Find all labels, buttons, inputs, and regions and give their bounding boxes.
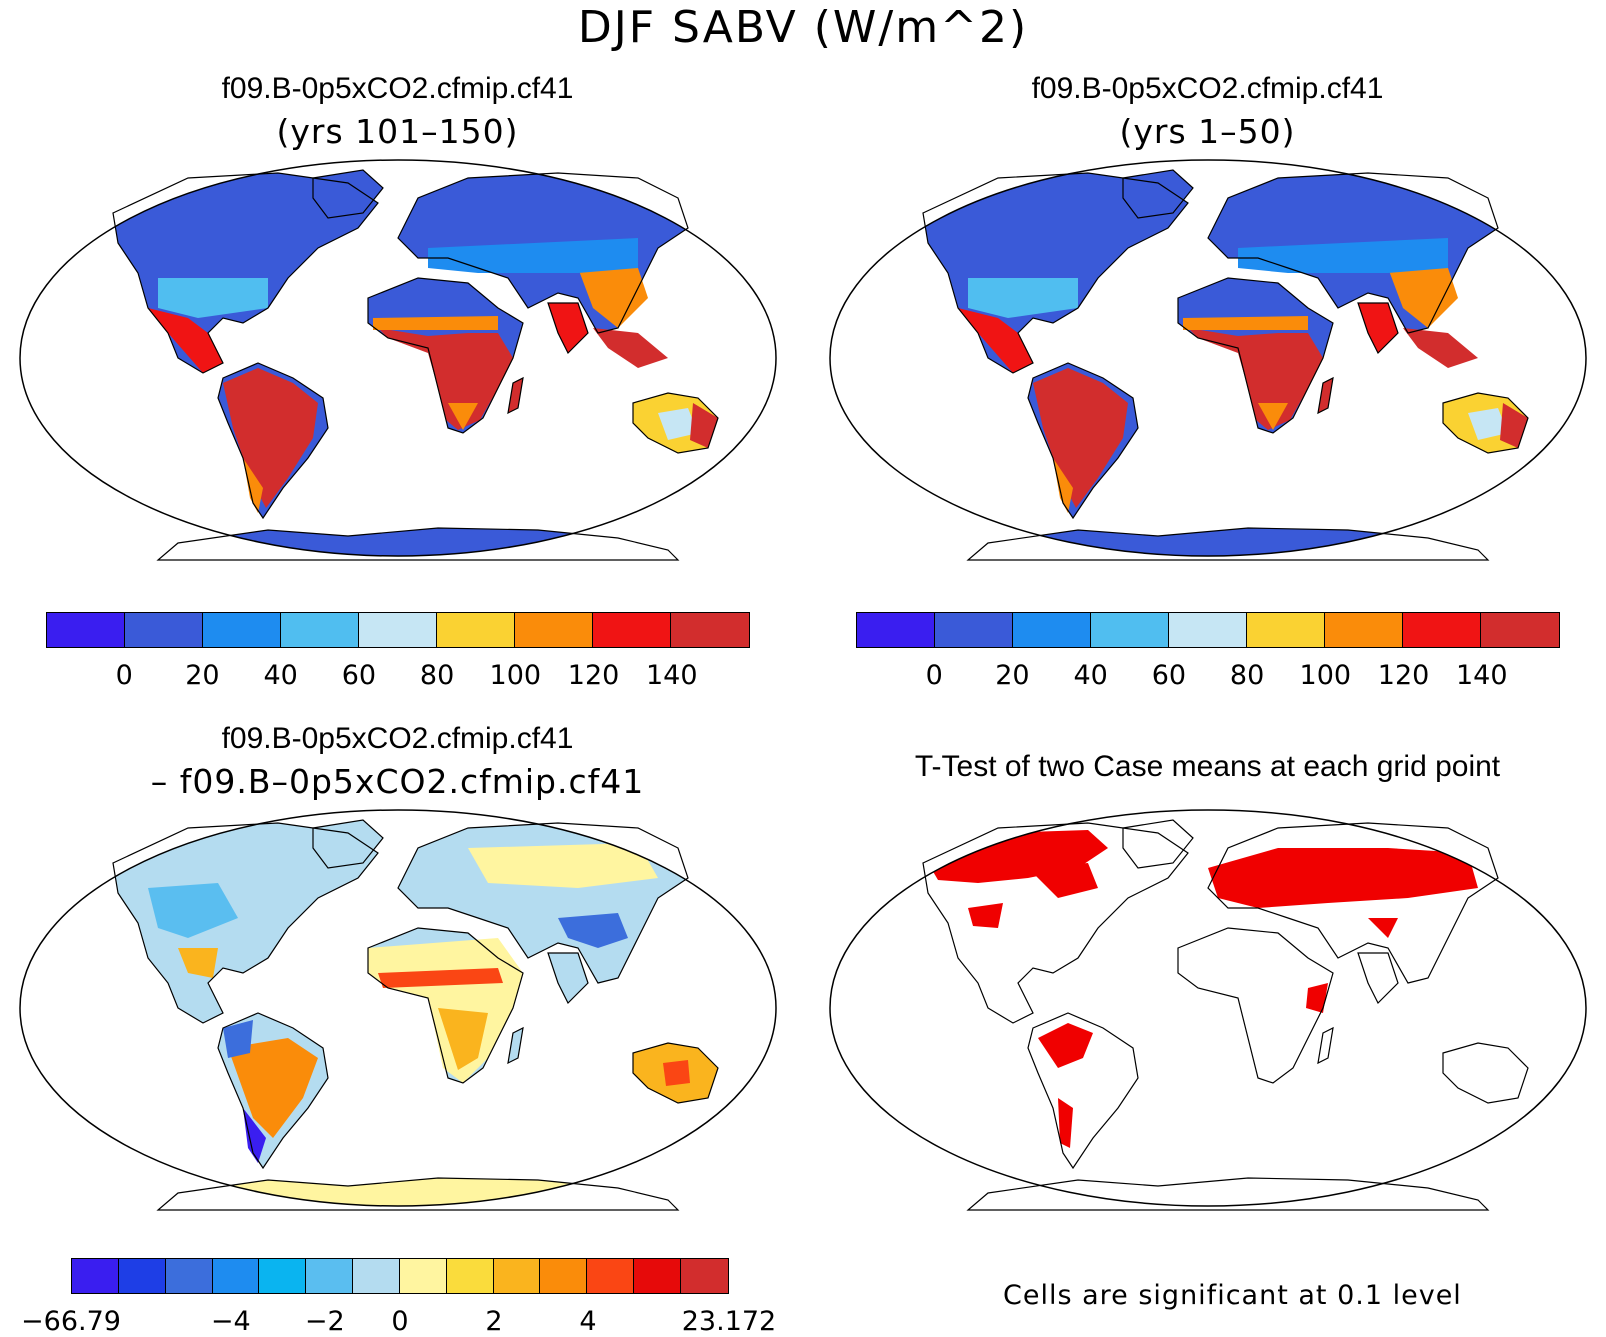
colorbar-swatch bbox=[202, 613, 281, 647]
colorbar-swatch bbox=[934, 613, 1013, 647]
map-panel-3 bbox=[19, 809, 777, 1211]
colorbar-swatch bbox=[436, 613, 515, 647]
colorbar-tick-label: 0 bbox=[925, 660, 943, 691]
colorbar-swatch bbox=[446, 1259, 494, 1293]
colorbar-tick-label: 100 bbox=[1299, 660, 1352, 691]
main-title: DJF SABV (W/m^2) bbox=[577, 2, 1029, 53]
panel-2-subtitle: (yrs 1–50) bbox=[1119, 112, 1296, 151]
colorbar-swatch bbox=[280, 613, 359, 647]
colorbar-swatch bbox=[634, 1259, 681, 1293]
colorbar-swatch bbox=[680, 1259, 728, 1293]
colorbar-swatch bbox=[592, 613, 671, 647]
colorbar-swatch bbox=[306, 1259, 354, 1293]
colorbar-tick-label: 80 bbox=[1229, 660, 1265, 691]
colorbar-swatch bbox=[1090, 613, 1169, 647]
colorbar-tick-label: 120 bbox=[567, 660, 620, 691]
colorbar-swatch bbox=[399, 1259, 447, 1293]
colorbar-panel-1 bbox=[46, 612, 750, 648]
panel-4-title: T-Test of two Case means at each grid po… bbox=[914, 750, 1501, 783]
colorbar-swatch bbox=[165, 1259, 213, 1293]
map-panel-1 bbox=[19, 159, 777, 561]
colorbar-swatch bbox=[259, 1259, 307, 1293]
colorbar-tick-label: 40 bbox=[1073, 660, 1108, 691]
colorbar-tick-label: 20 bbox=[185, 660, 220, 691]
colorbar-swatch bbox=[1324, 613, 1403, 647]
colorbar-swatch bbox=[124, 613, 203, 647]
colorbar-swatch bbox=[118, 1259, 166, 1293]
colorbar-panel-3 bbox=[71, 1258, 729, 1294]
colorbar-tick-label: 140 bbox=[1455, 660, 1508, 691]
colorbar-swatch bbox=[212, 1259, 260, 1293]
colorbar-tick-label: 20 bbox=[995, 660, 1030, 691]
colorbar-swatch bbox=[358, 613, 437, 647]
colorbar-swatch bbox=[1246, 613, 1325, 647]
colorbar-swatch bbox=[493, 1259, 541, 1293]
colorbar-tick-label: 80 bbox=[419, 660, 455, 691]
colorbar-tick-label: 0 bbox=[115, 660, 133, 691]
colorbar-tick-label: 120 bbox=[1377, 660, 1430, 691]
map-panel-2 bbox=[829, 159, 1587, 561]
colorbar-swatch bbox=[540, 1259, 588, 1293]
colorbar-swatch bbox=[353, 1259, 400, 1293]
map-panel-4 bbox=[829, 809, 1587, 1211]
panel-1-subtitle: (yrs 101–150) bbox=[276, 112, 519, 151]
colorbar-swatch bbox=[670, 613, 749, 647]
colorbar-tick-label: 4 bbox=[579, 1306, 597, 1337]
colorbar-swatch bbox=[1402, 613, 1481, 647]
panel-1-title: f09.B-0p5xCO2.cfmip.cf41 bbox=[221, 72, 574, 105]
colorbar-swatch bbox=[72, 1259, 119, 1293]
colorbar-tick-label: 100 bbox=[489, 660, 542, 691]
colorbar-tick-label: 60 bbox=[1151, 660, 1187, 691]
colorbar-swatch bbox=[1480, 613, 1559, 647]
panel-3-title: f09.B-0p5xCO2.cfmip.cf41 bbox=[221, 722, 574, 755]
significance-note: Cells are significant at 0.1 level bbox=[1003, 1280, 1462, 1311]
colorbar-tick-label: 60 bbox=[341, 660, 377, 691]
colorbar-tick-label: −66.79 bbox=[21, 1306, 121, 1337]
colorbar-tick-label: 140 bbox=[645, 660, 698, 691]
colorbar-swatch bbox=[1012, 613, 1091, 647]
colorbar-swatch bbox=[1168, 613, 1247, 647]
colorbar-swatch bbox=[47, 613, 125, 647]
colorbar-panel-2 bbox=[856, 612, 1560, 648]
colorbar-tick-label: 40 bbox=[263, 660, 298, 691]
colorbar-swatch bbox=[514, 613, 593, 647]
panel-2-title: f09.B-0p5xCO2.cfmip.cf41 bbox=[1031, 72, 1384, 105]
colorbar-swatch bbox=[857, 613, 935, 647]
colorbar-tick-label: 23.172 bbox=[681, 1306, 777, 1337]
panel-3-subtitle: – f09.B–0p5xCO2.cfmip.cf41 bbox=[150, 762, 645, 801]
colorbar-swatch bbox=[587, 1259, 635, 1293]
